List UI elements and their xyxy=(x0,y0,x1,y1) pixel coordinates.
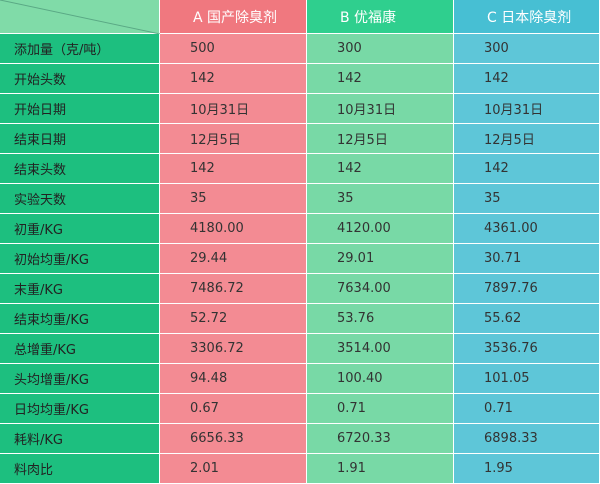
data-cell: 4361.00 xyxy=(454,214,600,244)
row-label: 添加量（克/吨） xyxy=(0,34,160,64)
data-cell: 6898.33 xyxy=(454,424,600,454)
data-cell: 142 xyxy=(454,64,600,94)
data-cell: 52.72 xyxy=(160,304,307,334)
data-cell: 4120.00 xyxy=(307,214,454,244)
data-cell: 142 xyxy=(454,154,600,184)
data-cell: 55.62 xyxy=(454,304,600,334)
corner-cell xyxy=(0,0,160,34)
data-cell: 101.05 xyxy=(454,364,600,394)
data-cell: 500 xyxy=(160,34,307,64)
data-cell: 142 xyxy=(307,64,454,94)
diagonal-line xyxy=(0,0,160,34)
data-cell: 1.91 xyxy=(307,454,454,484)
data-cell: 142 xyxy=(307,154,454,184)
data-cell: 7897.76 xyxy=(454,274,600,304)
data-cell: 142 xyxy=(160,154,307,184)
column-header: B 优福康 xyxy=(307,0,454,34)
row-label: 末重/KG xyxy=(0,274,160,304)
data-cell: 29.44 xyxy=(160,244,307,274)
row-label: 结束头数 xyxy=(0,154,160,184)
data-cell: 6656.33 xyxy=(160,424,307,454)
row-label: 总增重/KG xyxy=(0,334,160,364)
data-cell: 10月31日 xyxy=(454,94,600,124)
data-cell: 3514.00 xyxy=(307,334,454,364)
data-cell: 7634.00 xyxy=(307,274,454,304)
data-cell: 10月31日 xyxy=(160,94,307,124)
row-label: 头均增重/KG xyxy=(0,364,160,394)
row-label: 结束日期 xyxy=(0,124,160,154)
data-cell: 94.48 xyxy=(160,364,307,394)
data-cell: 35 xyxy=(160,184,307,214)
data-cell: 29.01 xyxy=(307,244,454,274)
data-cell: 300 xyxy=(307,34,454,64)
row-label: 开始头数 xyxy=(0,64,160,94)
data-cell: 142 xyxy=(160,64,307,94)
data-cell: 6720.33 xyxy=(307,424,454,454)
data-cell: 3536.76 xyxy=(454,334,600,364)
row-label: 耗料/KG xyxy=(0,424,160,454)
data-cell: 12月5日 xyxy=(454,124,600,154)
data-cell: 1.95 xyxy=(454,454,600,484)
data-cell: 100.40 xyxy=(307,364,454,394)
data-cell: 0.71 xyxy=(307,394,454,424)
column-header: A 国产除臭剂 xyxy=(160,0,307,34)
row-label: 初重/KG xyxy=(0,214,160,244)
data-cell: 4180.00 xyxy=(160,214,307,244)
data-cell: 12月5日 xyxy=(307,124,454,154)
data-cell: 0.71 xyxy=(454,394,600,424)
data-cell: 35 xyxy=(307,184,454,214)
data-cell: 2.01 xyxy=(160,454,307,484)
data-cell: 3306.72 xyxy=(160,334,307,364)
row-label: 开始日期 xyxy=(0,94,160,124)
row-label: 日均均重/KG xyxy=(0,394,160,424)
row-label: 料肉比 xyxy=(0,454,160,484)
row-label: 初始均重/KG xyxy=(0,244,160,274)
data-cell: 0.67 xyxy=(160,394,307,424)
data-cell: 300 xyxy=(454,34,600,64)
data-cell: 10月31日 xyxy=(307,94,454,124)
data-cell: 35 xyxy=(454,184,600,214)
row-label: 实验天数 xyxy=(0,184,160,214)
data-cell: 30.71 xyxy=(454,244,600,274)
data-cell: 53.76 xyxy=(307,304,454,334)
data-cell: 12月5日 xyxy=(160,124,307,154)
data-cell: 7486.72 xyxy=(160,274,307,304)
corner-diagonal xyxy=(0,0,160,34)
column-header: C 日本除臭剂 xyxy=(454,0,600,34)
row-label: 结束均重/KG xyxy=(0,304,160,334)
